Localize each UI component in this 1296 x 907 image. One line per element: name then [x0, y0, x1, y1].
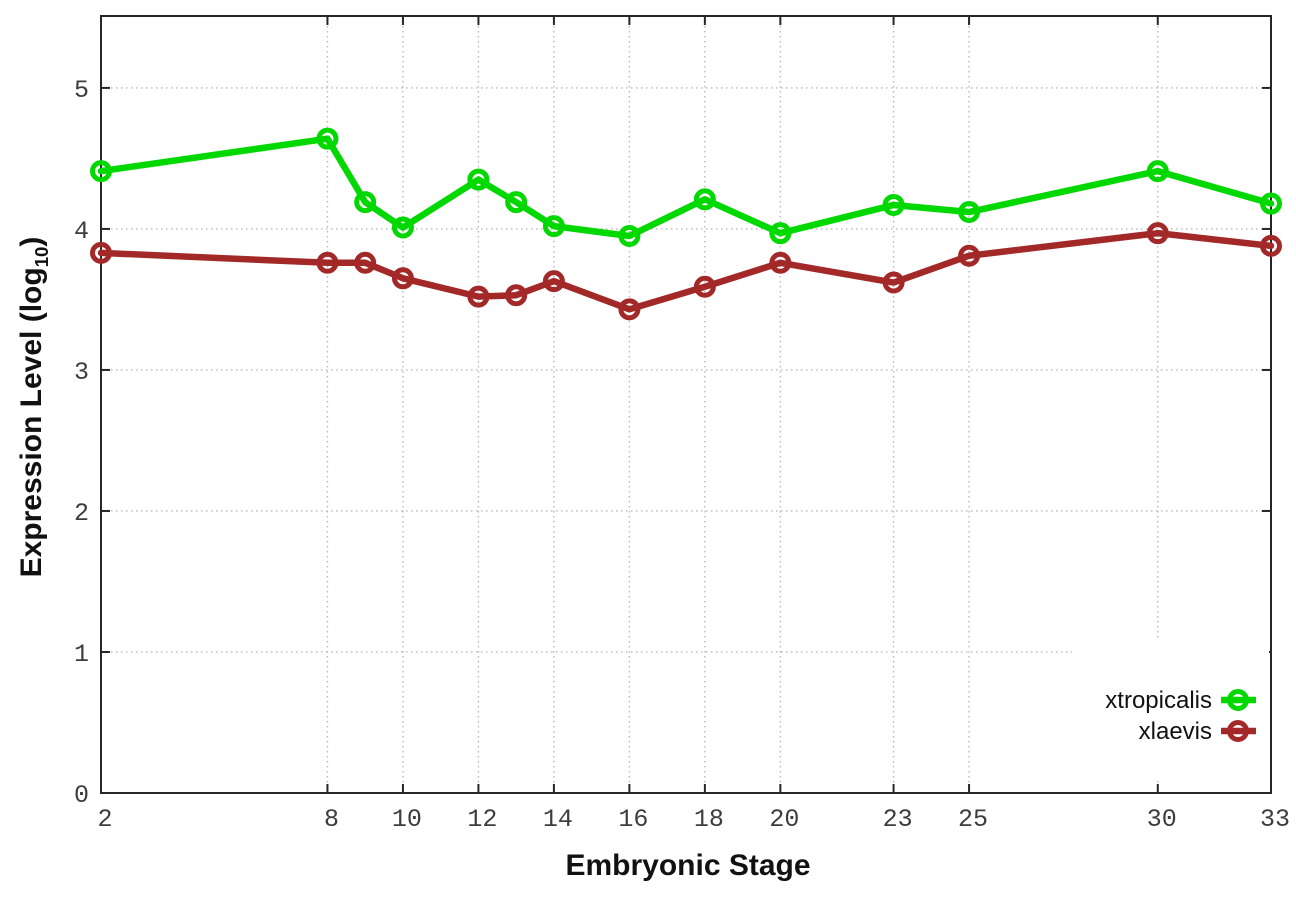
- data-point-xtropicalis: [882, 193, 905, 216]
- data-series: [90, 127, 1282, 321]
- data-point-xtropicalis: [467, 168, 490, 191]
- data-point-xtropicalis: [618, 224, 641, 247]
- y-tick-label: 3: [74, 358, 89, 387]
- data-point-xlaevis: [1146, 222, 1169, 245]
- data-point-xtropicalis: [391, 216, 414, 239]
- data-point-xlaevis: [354, 251, 377, 274]
- legend-label-xtropicalis: xtropicalis: [1105, 687, 1212, 714]
- data-point-xlaevis: [505, 284, 528, 307]
- x-tick-label: 12: [467, 805, 497, 834]
- data-point-xtropicalis: [316, 127, 339, 150]
- y-tick-label: 5: [74, 76, 89, 105]
- legend: xtropicalis xlaevis: [1072, 639, 1269, 781]
- data-point-xtropicalis: [958, 201, 981, 224]
- x-tick-label: 14: [543, 805, 573, 834]
- series-line-xlaevis: [97, 229, 1275, 313]
- legend-marker-xlaevis: [1227, 720, 1249, 742]
- x-tick-label: 8: [324, 805, 339, 834]
- x-tick-label: 2: [97, 805, 112, 834]
- x-axis-title: Embryonic Stage: [565, 849, 811, 882]
- data-point-xtropicalis: [1260, 192, 1282, 215]
- data-point-xtropicalis: [1146, 160, 1169, 183]
- data-point-xtropicalis: [542, 215, 565, 238]
- x-tick-label: 18: [694, 805, 724, 834]
- data-point-xlaevis: [693, 275, 716, 298]
- plot-border: [100, 15, 1272, 794]
- y-axis-title-text: Expression Level (log: [15, 267, 48, 578]
- data-point-xlaevis: [882, 271, 905, 294]
- data-point-xtropicalis: [505, 191, 528, 214]
- data-point-xtropicalis: [693, 188, 716, 211]
- y-tick-label: 2: [74, 499, 89, 528]
- x-tick-label: 30: [1147, 805, 1177, 834]
- data-point-xlaevis: [618, 298, 641, 321]
- data-point-xlaevis: [467, 285, 490, 308]
- data-point-xtropicalis: [90, 160, 112, 183]
- y-tick-label: 0: [74, 781, 89, 810]
- data-point-xlaevis: [316, 251, 339, 274]
- x-tick-label: 33: [1260, 805, 1290, 834]
- data-point-xlaevis: [542, 270, 565, 293]
- data-point-xlaevis: [1260, 234, 1282, 257]
- y-axis-title-close: ): [15, 236, 48, 247]
- x-tick-label: 20: [769, 805, 799, 834]
- x-tick-label: 23: [883, 805, 913, 834]
- y-axis-title-subscript: 10: [31, 246, 52, 268]
- legend-marker-xtropicalis: [1227, 689, 1249, 711]
- series-line-xtropicalis: [97, 135, 1275, 240]
- data-point-xlaevis: [391, 267, 414, 290]
- x-tick-label: 10: [392, 805, 422, 834]
- data-point-xlaevis: [769, 251, 792, 274]
- y-axis-title: Expression Level (log10): [15, 237, 53, 578]
- data-point-xlaevis: [90, 241, 112, 264]
- data-point-xtropicalis: [354, 191, 377, 214]
- x-tick-label: 16: [618, 805, 648, 834]
- legend-label-xlaevis: xlaevis: [1139, 718, 1212, 745]
- y-tick-label: 4: [74, 217, 89, 246]
- x-tick-label: 25: [958, 805, 988, 834]
- data-point-xtropicalis: [769, 222, 792, 245]
- y-tick-label: 1: [74, 640, 89, 669]
- data-point-xlaevis: [958, 244, 981, 267]
